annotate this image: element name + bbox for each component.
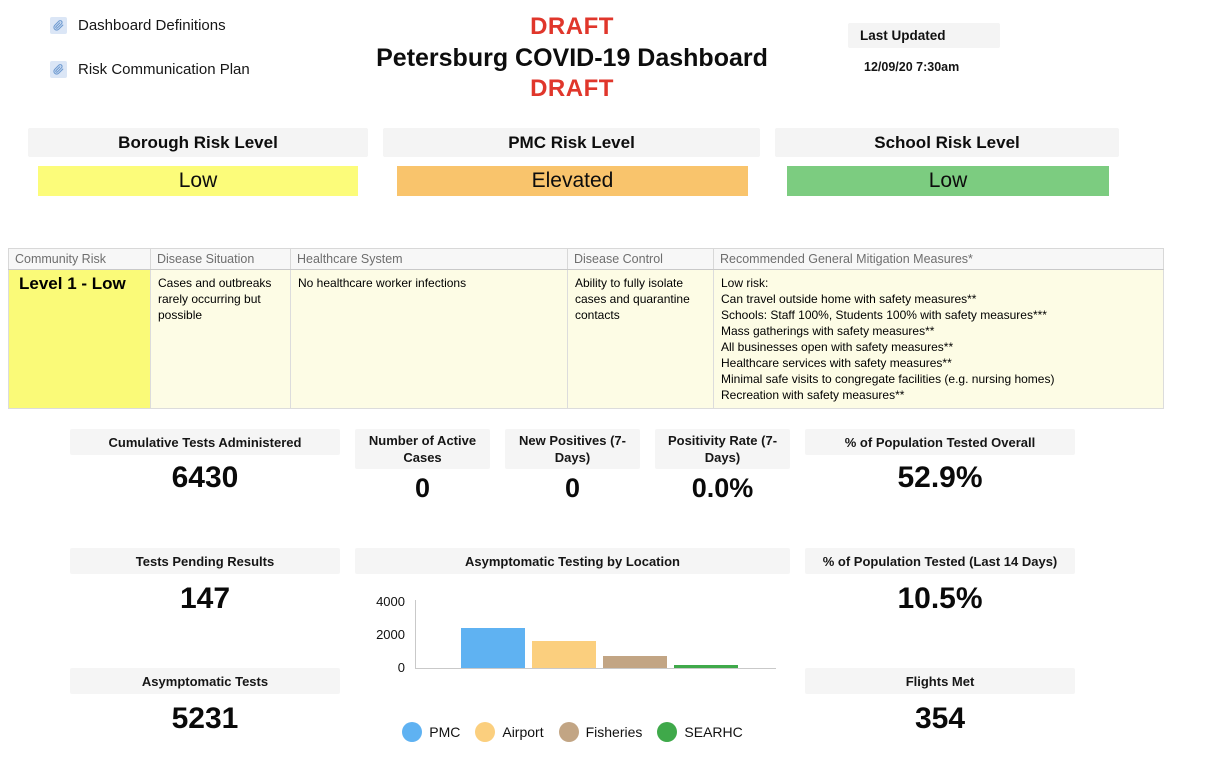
- stat-value-population-tested-overall: 52.9%: [897, 461, 983, 494]
- bar-airport[interactable]: [532, 641, 596, 668]
- stat-label-active-cases: Number of Active Cases: [355, 429, 490, 469]
- legend-item-airport[interactable]: Airport: [475, 722, 544, 742]
- stat-value-population-tested-14d: 10.5%: [897, 582, 983, 615]
- legend-swatch: [558, 722, 579, 742]
- draft-label-top: DRAFT: [530, 13, 614, 40]
- draft-label-bottom: DRAFT: [530, 75, 614, 102]
- bar-searhc[interactable]: [674, 665, 738, 668]
- legend-item-fisheries[interactable]: Fisheries: [558, 722, 643, 742]
- stat-value-asymptomatic-tests: 5231: [171, 702, 239, 735]
- chart-title: Asymptomatic Testing by Location: [355, 548, 790, 574]
- table-header-row: Community Risk Disease Situation Healthc…: [8, 248, 1164, 270]
- paperclip-icon: [50, 17, 67, 34]
- chart-y-axis: 0 2000 4000: [372, 594, 409, 675]
- legend-swatch: [657, 722, 678, 742]
- borough-risk-value: Low: [38, 166, 358, 196]
- legend-label: PMC: [429, 724, 461, 740]
- pmc-risk-value: Elevated: [397, 166, 748, 196]
- cell-healthcare-system: No healthcare worker infections: [290, 269, 568, 409]
- stat-label-new-positives: New Positives (7-Days): [505, 429, 640, 469]
- borough-risk-label: Borough Risk Level: [28, 128, 368, 157]
- col-header-community-risk: Community Risk: [8, 248, 151, 270]
- stat-label-positivity-rate: Positivity Rate (7-Days): [655, 429, 790, 469]
- link-dashboard-definitions[interactable]: Dashboard Definitions: [50, 17, 226, 34]
- col-header-healthcare-system: Healthcare System: [290, 248, 568, 270]
- legend-label: SEARHC: [684, 724, 743, 740]
- last-updated-label: Last Updated: [848, 23, 1000, 48]
- table-row: Level 1 - Low Cases and outbreaks rarely…: [8, 269, 1164, 409]
- stat-value-flights-met: 354: [914, 702, 966, 735]
- stat-value-active-cases: 0: [414, 473, 431, 503]
- legend-label: Airport: [502, 724, 544, 740]
- stat-label-tests-pending: Tests Pending Results: [70, 548, 340, 574]
- last-updated-value: 12/09/20 7:30am: [864, 60, 960, 74]
- bar-fisheries[interactable]: [603, 656, 667, 668]
- pmc-risk-label: PMC Risk Level: [383, 128, 760, 157]
- asymptomatic-testing-chart: [415, 600, 776, 669]
- stat-value-cumulative-tests: 6430: [171, 461, 239, 494]
- link-label: Risk Communication Plan: [78, 61, 250, 78]
- stat-label-cumulative-tests: Cumulative Tests Administered: [70, 429, 340, 455]
- stat-label-population-tested-overall: % of Population Tested Overall: [805, 429, 1075, 455]
- stat-label-population-tested-14d: % of Population Tested (Last 14 Days): [805, 548, 1075, 574]
- cell-community-risk: Level 1 - Low: [8, 269, 151, 409]
- title-block: DRAFT Petersburg COVID-19 Dashboard DRAF…: [352, 12, 792, 104]
- school-risk-label: School Risk Level: [775, 128, 1119, 157]
- cell-disease-control: Ability to fully isolate cases and quara…: [567, 269, 714, 409]
- stat-value-tests-pending: 147: [179, 582, 231, 615]
- page-title: Petersburg COVID-19 Dashboard: [376, 44, 768, 72]
- bar-pmc[interactable]: [461, 628, 525, 668]
- stat-value-new-positives: 0: [564, 473, 581, 503]
- stat-label-flights-met: Flights Met: [805, 668, 1075, 694]
- stat-value-positivity-rate: 0.0%: [691, 473, 754, 503]
- paperclip-icon: [50, 61, 67, 78]
- y-axis-tick: 2000: [376, 627, 405, 642]
- legend-swatch: [402, 722, 423, 742]
- legend-label: Fisheries: [585, 724, 643, 740]
- y-axis-tick: 4000: [376, 594, 405, 609]
- school-risk-value: Low: [787, 166, 1109, 196]
- col-header-disease-control: Disease Control: [567, 248, 714, 270]
- cell-mitigation: Low risk: Can travel outside home with s…: [713, 269, 1164, 409]
- link-risk-communication-plan[interactable]: Risk Communication Plan: [50, 61, 250, 78]
- risk-matrix-table: Community Risk Disease Situation Healthc…: [8, 248, 1164, 409]
- y-axis-tick: 0: [397, 660, 405, 675]
- chart-legend: PMC Airport Fisheries SEARHC: [355, 722, 790, 742]
- legend-swatch: [475, 722, 496, 742]
- col-header-disease-situation: Disease Situation: [150, 248, 291, 270]
- link-label: Dashboard Definitions: [78, 17, 226, 34]
- legend-item-searhc[interactable]: SEARHC: [657, 722, 743, 742]
- legend-item-pmc[interactable]: PMC: [402, 722, 460, 742]
- chart-baseline: [416, 668, 776, 669]
- col-header-mitigation: Recommended General Mitigation Measures*: [713, 248, 1164, 270]
- cell-disease-situation: Cases and outbreaks rarely occurring but…: [150, 269, 291, 409]
- stat-label-asymptomatic-tests: Asymptomatic Tests: [70, 668, 340, 694]
